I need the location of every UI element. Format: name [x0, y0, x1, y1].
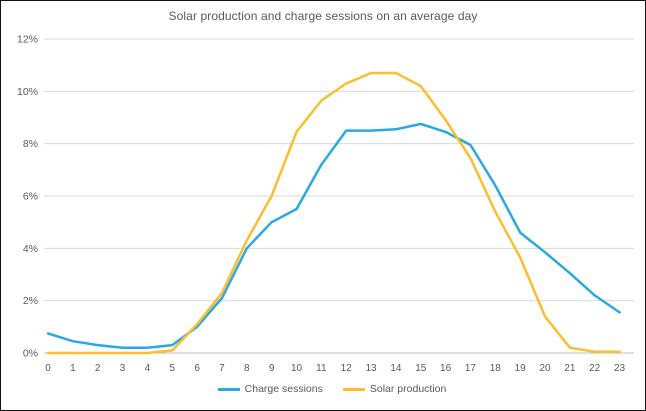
- series-line-charge-sessions: [46, 122, 621, 350]
- x-tick-label: 18: [490, 363, 502, 374]
- x-tick-label: 4: [145, 363, 151, 374]
- x-tick-label: 8: [244, 363, 250, 374]
- legend-item-solar-production: Solar production: [342, 383, 447, 395]
- x-tick-label: 2: [95, 363, 101, 374]
- x-tick-label: 3: [120, 363, 126, 374]
- y-tick-label: 12%: [17, 33, 38, 45]
- x-tick-label: 12: [341, 363, 353, 374]
- legend-swatch-icon: [217, 387, 240, 391]
- x-tick-label: 23: [614, 363, 626, 374]
- legend-item-charge-sessions: Charge sessions: [217, 383, 323, 395]
- legend: Charge sessions Solar production: [1, 383, 645, 395]
- y-tick-label: 10%: [17, 86, 38, 98]
- x-tick-label: 17: [465, 363, 477, 374]
- legend-swatch-icon: [342, 387, 365, 391]
- x-tick-label: 11: [316, 363, 327, 374]
- y-tick-label: 2%: [23, 295, 38, 307]
- x-tick-label: 22: [589, 363, 601, 374]
- x-tick-label: 5: [169, 363, 175, 374]
- x-tick-label: 6: [194, 363, 200, 374]
- legend-label: Charge sessions: [244, 383, 323, 395]
- x-tick-label: 14: [390, 363, 402, 374]
- y-tick-label: 4%: [23, 243, 38, 255]
- legend-label: Solar production: [369, 383, 447, 395]
- x-tick-label: 20: [539, 363, 551, 374]
- x-tick-label: 9: [269, 363, 275, 374]
- x-tick-label: 0: [45, 363, 51, 374]
- x-tick-label: 19: [515, 363, 527, 374]
- chart-title: Solar production and charge sessions on …: [168, 9, 478, 23]
- x-tick-label: 15: [415, 363, 427, 374]
- series-line-solar-production: [46, 71, 621, 355]
- x-tick-label: 1: [70, 363, 76, 374]
- x-tick-label: 10: [291, 363, 303, 374]
- y-tick-label: 8%: [23, 138, 38, 150]
- x-tick-label: 13: [365, 363, 377, 374]
- x-tick-label: 16: [440, 363, 452, 374]
- y-tick-label: 6%: [23, 190, 38, 202]
- y-tick-label: 0%: [23, 348, 38, 360]
- x-tick-label: 21: [564, 363, 576, 374]
- x-tick-label: 7: [219, 363, 225, 374]
